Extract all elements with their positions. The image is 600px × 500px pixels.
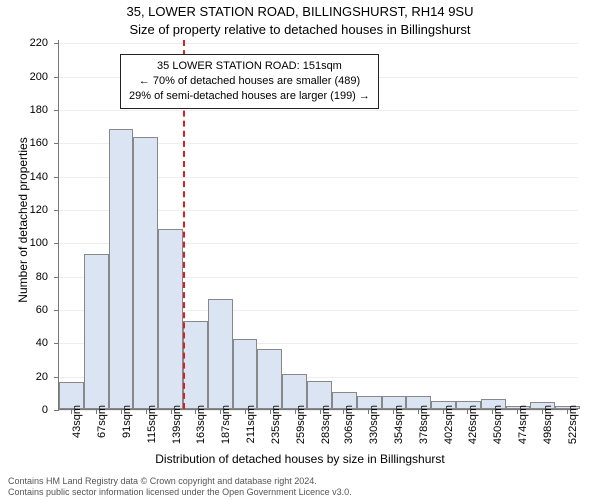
annotation-line3: 29% of semi-detached houses are larger (…	[129, 89, 370, 104]
histogram-bar	[158, 229, 183, 409]
x-tick-label: 498sqm	[542, 405, 554, 444]
x-tick-label: 402sqm	[443, 405, 455, 444]
x-tick-label: 306sqm	[343, 405, 355, 444]
y-tick-mark	[54, 77, 59, 78]
gridline	[59, 110, 578, 111]
y-tick-mark	[54, 377, 59, 378]
histogram-bar	[133, 137, 158, 409]
footer-line2: Contains public sector information licen…	[8, 487, 592, 498]
x-tick-label: 378sqm	[418, 405, 430, 444]
histogram-bar	[183, 321, 208, 409]
x-tick-label: 426sqm	[467, 405, 479, 444]
y-tick-label: 60	[18, 304, 48, 316]
y-tick-label: 140	[18, 171, 48, 183]
y-tick-mark	[54, 110, 59, 111]
y-tick-label: 100	[18, 237, 48, 249]
y-tick-label: 120	[18, 204, 48, 216]
y-tick-label: 160	[18, 137, 48, 149]
x-tick-label: 67sqm	[96, 405, 108, 438]
x-tick-label: 283sqm	[320, 405, 332, 444]
histogram-bar	[84, 254, 109, 409]
x-tick-label: 330sqm	[368, 405, 380, 444]
y-tick-label: 220	[18, 37, 48, 49]
x-tick-label: 474sqm	[517, 405, 529, 444]
histogram-bar	[208, 299, 233, 409]
plot-area: 43sqm67sqm91sqm115sqm139sqm163sqm187sqm2…	[58, 40, 578, 410]
x-tick-label: 235sqm	[270, 405, 282, 444]
x-tick-label: 163sqm	[195, 405, 207, 444]
x-tick-label: 187sqm	[220, 405, 232, 444]
y-tick-mark	[54, 243, 59, 244]
y-tick-mark	[54, 43, 59, 44]
annotation-line1: 35 LOWER STATION ROAD: 151sqm	[129, 59, 370, 74]
chart-title-sub: Size of property relative to detached ho…	[0, 22, 600, 37]
y-tick-label: 180	[18, 104, 48, 116]
y-tick-mark	[54, 343, 59, 344]
y-tick-mark	[54, 310, 59, 311]
chart-title-main: 35, LOWER STATION ROAD, BILLINGSHURST, R…	[0, 4, 600, 19]
y-tick-mark	[54, 410, 59, 411]
x-tick-label: 450sqm	[492, 405, 504, 444]
x-tick-label: 115sqm	[146, 405, 158, 443]
annotation-line2: ← 70% of detached houses are smaller (48…	[129, 74, 370, 89]
annotation-box: 35 LOWER STATION ROAD: 151sqm ← 70% of d…	[120, 54, 379, 109]
y-tick-label: 20	[18, 371, 48, 383]
x-tick-label: 354sqm	[393, 405, 405, 444]
x-tick-label: 91sqm	[121, 405, 133, 438]
x-tick-label: 259sqm	[295, 405, 307, 444]
x-tick-label: 43sqm	[71, 405, 83, 438]
y-tick-label: 0	[18, 404, 48, 416]
y-tick-mark	[54, 210, 59, 211]
histogram-bar	[282, 374, 307, 409]
x-tick-label: 211sqm	[245, 405, 257, 443]
attribution-footer: Contains HM Land Registry data © Crown c…	[8, 476, 592, 499]
y-tick-mark	[54, 143, 59, 144]
y-tick-label: 80	[18, 271, 48, 283]
histogram-bar	[257, 349, 282, 409]
y-tick-label: 40	[18, 337, 48, 349]
x-tick-label: 522sqm	[567, 405, 579, 444]
gridline	[59, 43, 578, 44]
footer-line1: Contains HM Land Registry data © Crown c…	[8, 476, 592, 487]
y-tick-mark	[54, 177, 59, 178]
histogram-bar	[233, 339, 258, 409]
histogram-bar	[109, 129, 134, 409]
y-tick-label: 200	[18, 71, 48, 83]
x-tick-label: 139sqm	[171, 405, 183, 444]
y-tick-mark	[54, 277, 59, 278]
x-axis-label: Distribution of detached houses by size …	[0, 452, 600, 466]
